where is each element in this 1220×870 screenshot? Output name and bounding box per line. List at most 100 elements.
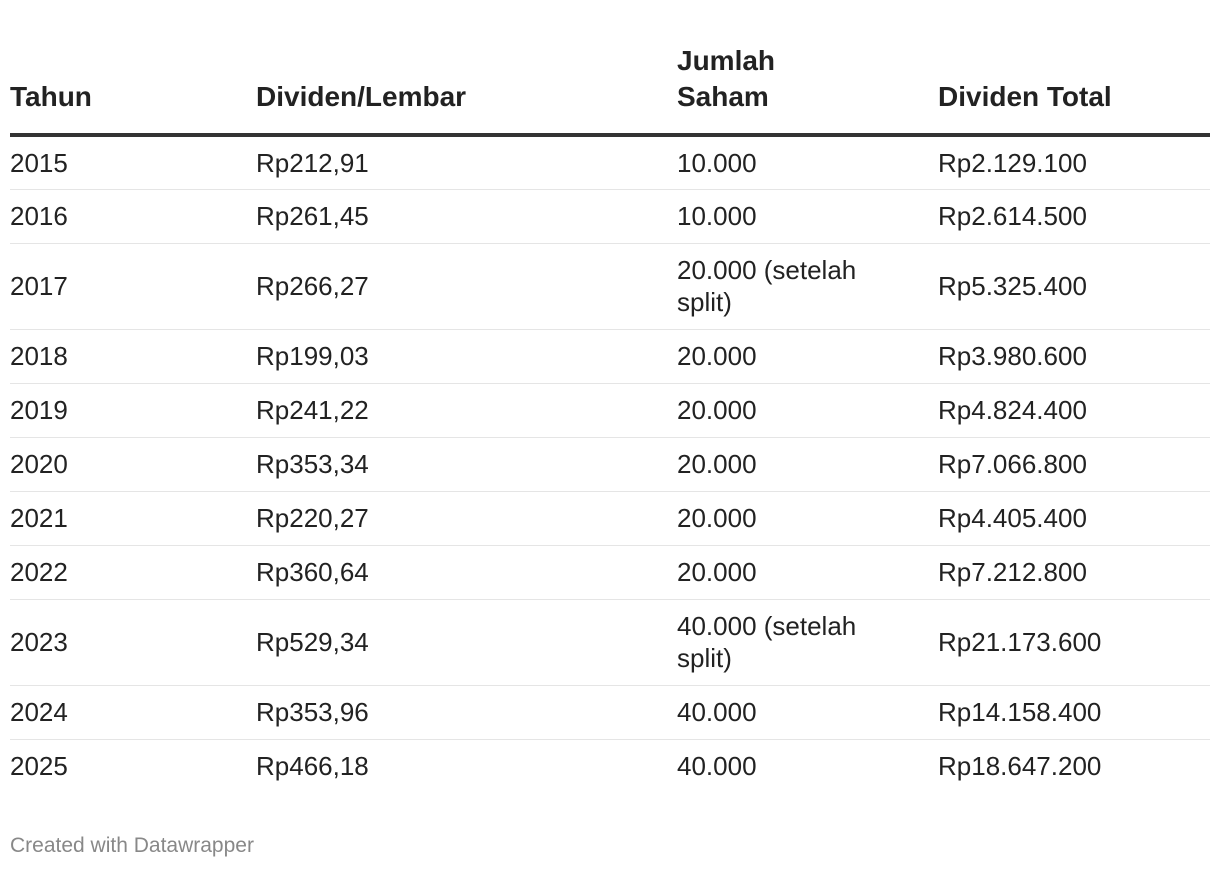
table-row: 2018 Rp199,03 20.000 Rp3.980.600: [10, 329, 1210, 384]
cell-dividen-total: Rp7.066.800: [938, 437, 1210, 492]
cell-jumlah-saham-text: 20.000: [677, 341, 757, 371]
cell-tahun: 2020: [10, 437, 256, 492]
cell-tahun: 2019: [10, 383, 256, 438]
cell-jumlah-saham-text: 20.000: [677, 503, 757, 533]
cell-dividen-total: Rp18.647.200: [938, 739, 1210, 793]
cell-tahun-text: 2019: [10, 395, 68, 425]
header-tahun: Tahun: [10, 0, 256, 137]
cell-dividen-total-text: Rp3.980.600: [938, 341, 1087, 371]
cell-dividen-total-text: Rp7.212.800: [938, 557, 1087, 587]
cell-dividen-total-text: Rp4.405.400: [938, 503, 1087, 533]
cell-dividen-per-lembar: Rp353,34: [256, 437, 677, 492]
cell-tahun-text: 2018: [10, 341, 68, 371]
cell-dividen-per-lembar-text: Rp353,34: [256, 449, 369, 479]
cell-dividen-per-lembar: Rp466,18: [256, 739, 677, 793]
table-row: 2023 Rp529,34 40.000 (setelah split) Rp21.1…: [10, 599, 1210, 686]
table-row: 2024 Rp353,96 40.000 Rp14.158.400: [10, 685, 1210, 740]
cell-tahun: 2021: [10, 491, 256, 546]
footer-credit: Created with Datawrapper: [10, 834, 254, 857]
cell-dividen-per-lembar: Rp241,22: [256, 383, 677, 438]
cell-dividen-total: Rp7.212.800: [938, 545, 1210, 600]
cell-jumlah-saham: 20.000: [677, 383, 938, 438]
cell-dividen-total-text: Rp21.173.600: [938, 627, 1102, 657]
cell-dividen-per-lembar: Rp529,34: [256, 599, 677, 686]
cell-dividen-total-text: Rp2.129.100: [938, 147, 1087, 178]
cell-tahun-text: 2016: [10, 201, 68, 231]
cell-tahun: 2017: [10, 243, 256, 330]
cell-dividen-per-lembar: Rp212,91: [256, 135, 677, 190]
cell-jumlah-saham-text: 20.000: [677, 557, 757, 587]
cell-jumlah-saham-text: 20.000: [677, 395, 757, 425]
cell-tahun: 2016: [10, 189, 256, 244]
cell-dividen-total: Rp5.325.400: [938, 243, 1210, 330]
cell-dividen-per-lembar-text: Rp466,18: [256, 751, 369, 782]
header-dividen-total: Dividen Total: [938, 0, 1210, 137]
cell-dividen-per-lembar-text: Rp266,27: [256, 271, 369, 301]
cell-dividen-per-lembar-text: Rp199,03: [256, 341, 369, 371]
cell-dividen-total-text: Rp7.066.800: [938, 449, 1087, 479]
cell-dividen-per-lembar-text: Rp220,27: [256, 503, 369, 533]
cell-jumlah-saham: 40.000: [677, 685, 938, 740]
cell-dividen-total-text: Rp5.325.400: [938, 271, 1087, 301]
cell-jumlah-saham: 10.000: [677, 135, 938, 190]
table-row: 2019 Rp241,22 20.000 Rp4.824.400: [10, 383, 1210, 438]
cell-tahun: 2023: [10, 599, 256, 686]
cell-dividen-total: Rp21.173.600: [938, 599, 1210, 686]
cell-jumlah-saham: 20.000 (setelah split): [677, 243, 938, 330]
cell-tahun: 2022: [10, 545, 256, 600]
cell-dividen-total-text: Rp4.824.400: [938, 395, 1087, 425]
table-row: 2021 Rp220,27 20.000 Rp4.405.400: [10, 491, 1210, 546]
cell-jumlah-saham: 20.000: [677, 437, 938, 492]
cell-dividen-total-text: Rp14.158.400: [938, 697, 1102, 727]
cell-dividen-per-lembar: Rp353,96: [256, 685, 677, 740]
cell-tahun-text: 2020: [10, 449, 68, 479]
header-row: Tahun Dividen/Lembar Jumlah Saham Divide…: [10, 0, 1210, 137]
cell-jumlah-saham: 10.000: [677, 189, 938, 244]
cell-jumlah-saham: 40.000: [677, 739, 938, 793]
cell-jumlah-saham: 20.000: [677, 329, 938, 384]
table-body: 2015 Rp212,91 10.000 Rp2.129.100 2016 Rp261,4…: [10, 135, 1210, 793]
table-row: 2022 Rp360,64 20.000 Rp7.212.800: [10, 545, 1210, 600]
cell-tahun: 2025: [10, 739, 256, 793]
cell-dividen-per-lembar: Rp261,45: [256, 189, 677, 244]
cell-dividen-total-text: Rp2.614.500: [938, 201, 1087, 231]
cell-tahun: 2015: [10, 135, 256, 190]
cell-jumlah-saham-text: 20.000: [677, 449, 757, 479]
cell-tahun-text: 2021: [10, 503, 68, 533]
dividend-table-container: Tahun Dividen/Lembar Jumlah Saham Divide…: [10, 0, 1210, 793]
cell-jumlah-saham-text: 40.000: [677, 697, 757, 727]
cell-dividen-total: Rp3.980.600: [938, 329, 1210, 384]
cell-jumlah-saham-text: 40.000: [677, 751, 757, 782]
cell-tahun-text: 2025: [10, 751, 68, 782]
cell-dividen-per-lembar-text: Rp529,34: [256, 627, 369, 657]
cell-tahun-text: 2023: [10, 627, 68, 657]
table-header: Tahun Dividen/Lembar Jumlah Saham Divide…: [10, 0, 1210, 137]
cell-dividen-per-lembar-text: Rp241,22: [256, 395, 369, 425]
table-row: 2015 Rp212,91 10.000 Rp2.129.100: [10, 135, 1210, 190]
cell-dividen-total: Rp4.405.400: [938, 491, 1210, 546]
cell-tahun-text: 2024: [10, 697, 68, 727]
table-row: 2017 Rp266,27 20.000 (setelah split) Rp5.32…: [10, 243, 1210, 330]
table-row: 2020 Rp353,34 20.000 Rp7.066.800: [10, 437, 1210, 492]
cell-jumlah-saham: 40.000 (setelah split): [677, 599, 938, 686]
cell-dividen-per-lembar: Rp220,27: [256, 491, 677, 546]
cell-dividen-total-text: Rp18.647.200: [938, 751, 1102, 782]
cell-dividen-total: Rp14.158.400: [938, 685, 1210, 740]
cell-dividen-per-lembar: Rp266,27: [256, 243, 677, 330]
cell-dividen-per-lembar-text: Rp212,91: [256, 147, 369, 178]
cell-dividen-per-lembar-text: Rp261,45: [256, 201, 369, 231]
cell-tahun: 2018: [10, 329, 256, 384]
cell-dividen-total: Rp4.824.400: [938, 383, 1210, 438]
dividend-table: Tahun Dividen/Lembar Jumlah Saham Divide…: [10, 0, 1210, 793]
table-row: 2025 Rp466,18 40.000 Rp18.647.200: [10, 739, 1210, 793]
cell-dividen-per-lembar-text: Rp360,64: [256, 557, 369, 587]
table-row: 2016 Rp261,45 10.000 Rp2.614.500: [10, 189, 1210, 244]
cell-jumlah-saham-text: 40.000 (setelah split): [677, 611, 857, 673]
cell-tahun-text: 2022: [10, 557, 68, 587]
header-dividen-per-lembar: Dividen/Lembar: [256, 0, 677, 137]
cell-tahun-text: 2015: [10, 147, 68, 178]
cell-jumlah-saham-text: 10.000: [677, 201, 757, 231]
cell-tahun-text: 2017: [10, 271, 68, 301]
cell-dividen-total: Rp2.129.100: [938, 135, 1210, 190]
cell-jumlah-saham: 20.000: [677, 491, 938, 546]
